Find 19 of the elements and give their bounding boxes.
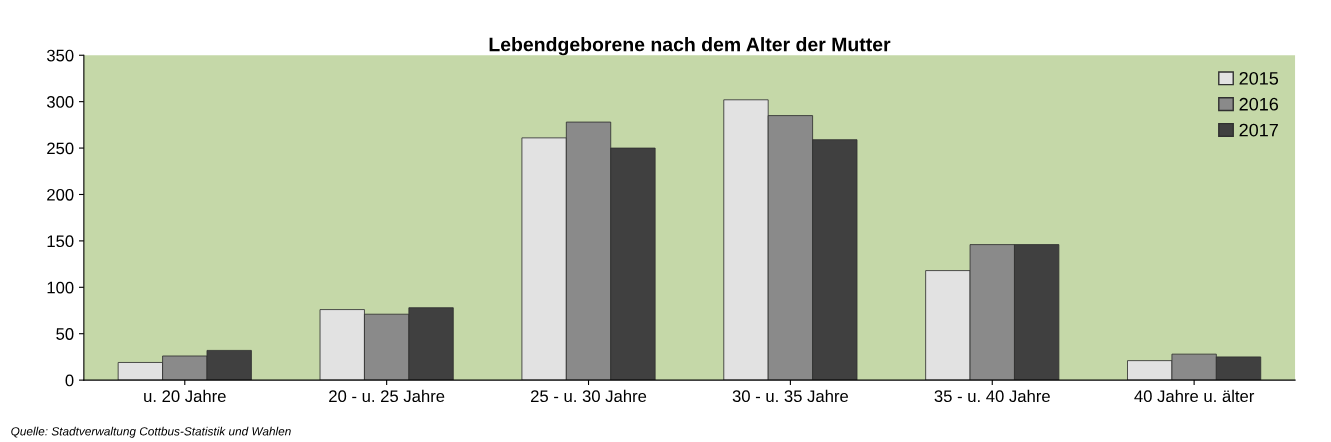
- y-tick-label: 300: [46, 96, 74, 108]
- x-tick-label: 35 - u. 40 Jahre: [934, 389, 1050, 403]
- x-tick-label: 25 - u. 30 Jahre: [531, 389, 647, 403]
- y-tick-label: 350: [46, 49, 74, 62]
- y-tick-label: 150: [47, 235, 74, 248]
- x-tick-label: u. 20 Jahre: [144, 389, 226, 403]
- legend-label: 2017: [1239, 123, 1278, 137]
- y-tick-label: 0: [65, 374, 74, 387]
- chart-title: Lebendgeborene nach dem Alter der Mutter: [489, 37, 891, 56]
- y-tick-label: 250: [47, 142, 74, 155]
- legend-label: 2016: [1239, 97, 1279, 111]
- x-tick-label: 20 - u. 25 Jahre: [329, 389, 445, 403]
- y-tick-label: 200: [47, 188, 74, 201]
- source-note: Quelle: Stadtverwaltung Cottbus-Statistik und Wahlen: [11, 426, 291, 438]
- y-tick-label: 50: [56, 328, 74, 340]
- x-tick-label: 30 - u. 35 Jahre: [732, 389, 849, 403]
- y-tick-label: 100: [47, 281, 74, 294]
- x-tick-label: 40 Jahre u. älter: [1134, 389, 1255, 403]
- legend-label: 2015: [1239, 71, 1279, 85]
